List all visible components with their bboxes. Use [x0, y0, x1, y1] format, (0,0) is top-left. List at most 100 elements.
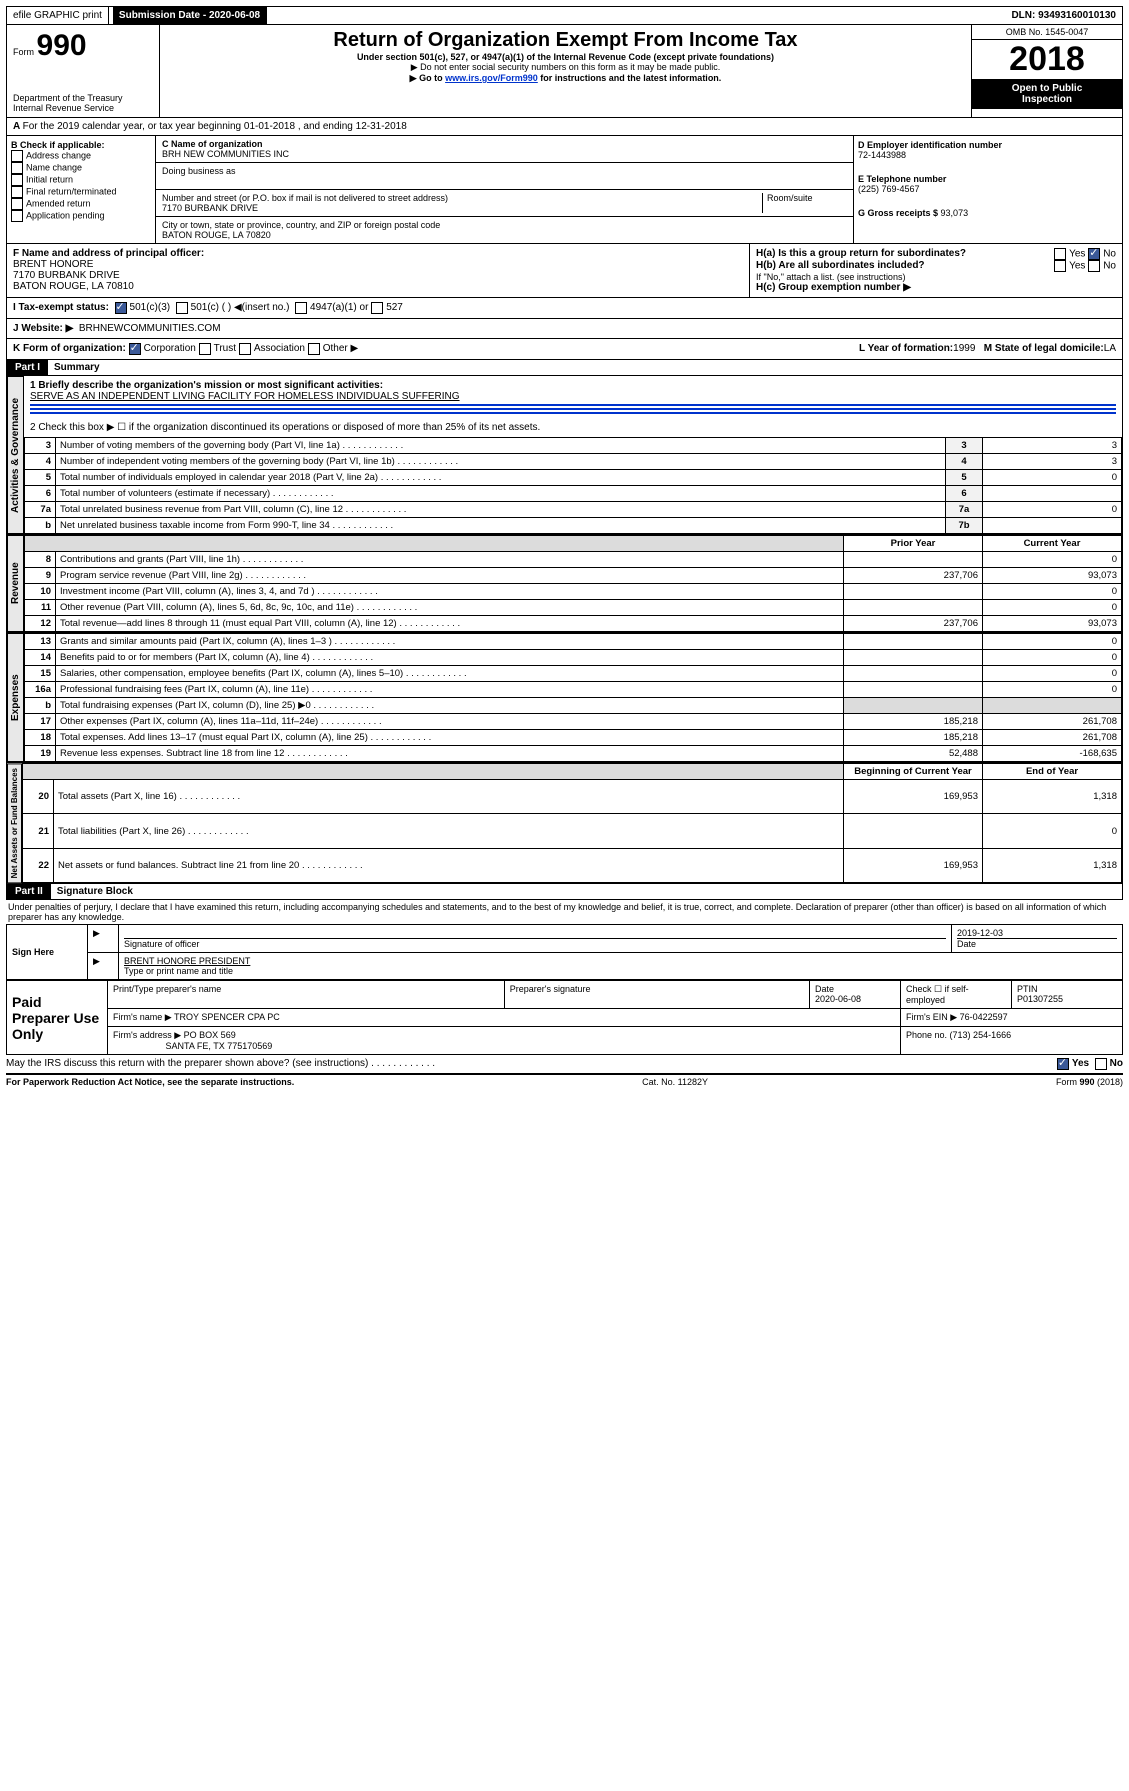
sign-date: 2019-12-03	[957, 928, 1117, 938]
officer-addr1: 7170 BURBANK DRIVE	[13, 270, 743, 281]
paid-preparer-label: Paid Preparer Use Only	[7, 981, 108, 1055]
website: BRHNEWCOMMUNITIES.COM	[79, 323, 221, 334]
note-goto: ▶ Go to www.irs.gov/Form990 for instruct…	[166, 73, 965, 84]
box-c: C Name of organization BRH NEW COMMUNITI…	[156, 136, 853, 243]
officer-name: BRENT HONORE	[13, 259, 743, 270]
box-d-e-g: D Employer identification number 72-1443…	[853, 136, 1122, 243]
section-b-c-d: B Check if applicable: Address change Na…	[6, 136, 1123, 244]
q1-text: SERVE AS AN INDEPENDENT LIVING FACILITY …	[30, 391, 1116, 402]
submission-date: Submission Date - 2020-06-08	[113, 7, 267, 24]
org-name: BRH NEW COMMUNITIES INC	[162, 149, 847, 159]
room-suite: Room/suite	[762, 193, 847, 213]
tax-year: 2018	[972, 40, 1122, 79]
table-row: 7aTotal unrelated business revenue from …	[25, 502, 1122, 518]
chk-final[interactable]: Final return/terminated	[26, 186, 117, 196]
perjury-statement: Under penalties of perjury, I declare th…	[6, 900, 1123, 924]
paid-preparer-block: Paid Preparer Use Only Print/Type prepar…	[6, 980, 1123, 1055]
firm-name: TROY SPENCER CPA PC	[174, 1012, 280, 1022]
firm-phone: (713) 254-1666	[950, 1030, 1012, 1040]
q2-text: 2 Check this box ▶ ☐ if the organization…	[30, 422, 1116, 433]
table-row: 10Investment income (Part VIII, column (…	[25, 584, 1122, 600]
section-f-h: F Name and address of principal officer:…	[6, 244, 1123, 298]
dba-label: Doing business as	[162, 166, 847, 176]
firm-addr1: PO BOX 569	[184, 1030, 236, 1040]
label-expenses: Expenses	[7, 633, 24, 762]
table-row: 13Grants and similar amounts paid (Part …	[25, 634, 1122, 650]
table-row: bTotal fundraising expenses (Part IX, co…	[25, 698, 1122, 714]
table-row: 11Other revenue (Part VIII, column (A), …	[25, 600, 1122, 616]
chk-initial[interactable]: Initial return	[26, 174, 73, 184]
line-a-period: A For the 2019 calendar year, or tax yea…	[6, 118, 1123, 136]
sig-officer-line[interactable]: Signature of officer	[124, 938, 946, 949]
ptin: P01307255	[1017, 994, 1117, 1004]
section-net-assets: Net Assets or Fund Balances Beginning of…	[6, 763, 1123, 884]
chk-501c3[interactable]	[115, 302, 127, 314]
table-row: 15Salaries, other compensation, employee…	[25, 666, 1122, 682]
officer-print-name: BRENT HONORE PRESIDENT	[124, 956, 1117, 966]
officer-addr2: BATON ROUGE, LA 70810	[13, 281, 743, 292]
label-net-assets: Net Assets or Fund Balances	[7, 763, 22, 883]
form-prefix: Form	[13, 47, 34, 57]
telephone: (225) 769-4567	[858, 184, 1118, 194]
box-k-l-m: K Form of organization: Corporation Trus…	[6, 339, 1123, 360]
chk-corp[interactable]	[129, 343, 141, 355]
table-row: 21Total liabilities (Part X, line 26)0	[23, 814, 1122, 848]
chk-name[interactable]: Name change	[26, 162, 82, 172]
table-row: 12Total revenue—add lines 8 through 11 (…	[25, 616, 1122, 632]
h-a-no[interactable]	[1088, 248, 1100, 260]
omb-number: OMB No. 1545-0047	[972, 25, 1122, 40]
efile-label: efile GRAPHIC print	[7, 7, 109, 24]
discuss-yes[interactable]	[1057, 1058, 1069, 1070]
discuss-row: May the IRS discuss this return with the…	[6, 1055, 1123, 1073]
table-row: 20Total assets (Part X, line 16)169,9531…	[23, 780, 1122, 814]
org-city: BATON ROUGE, LA 70820	[162, 230, 847, 240]
form-header: Form 990 Department of the Treasury Inte…	[6, 25, 1123, 118]
table-row: 8Contributions and grants (Part VIII, li…	[25, 552, 1122, 568]
form-number: 990	[37, 29, 87, 62]
form-title: Return of Organization Exempt From Incom…	[166, 29, 965, 52]
label-revenue: Revenue	[7, 535, 24, 632]
table-row: 19Revenue less expenses. Subtract line 1…	[25, 746, 1122, 762]
table-row: 5Total number of individuals employed in…	[25, 470, 1122, 486]
section-revenue: Revenue Prior YearCurrent Year 8Contribu…	[6, 535, 1123, 633]
box-f: F Name and address of principal officer:…	[7, 244, 750, 297]
table-expenses: 13Grants and similar amounts paid (Part …	[24, 633, 1122, 762]
irs-link[interactable]: www.irs.gov/Form990	[445, 73, 538, 83]
table-row: 17Other expenses (Part IX, column (A), l…	[25, 714, 1122, 730]
chk-amended[interactable]: Amended return	[26, 198, 91, 208]
firm-addr2: SANTA FE, TX 775170569	[166, 1041, 273, 1051]
chk-address[interactable]: Address change	[26, 150, 91, 160]
chk-pending[interactable]: Application pending	[26, 210, 105, 220]
part1-header: Part I Summary	[6, 360, 1123, 376]
box-j: J Website: ▶ BRHNEWCOMMUNITIES.COM	[6, 319, 1123, 339]
year-formation: 1999	[953, 343, 975, 355]
dept-irs: Internal Revenue Service	[13, 103, 153, 113]
table-row: 14Benefits paid to or for members (Part …	[25, 650, 1122, 666]
sign-here-label: Sign Here	[7, 925, 88, 980]
table-governance: 3Number of voting members of the governi…	[24, 437, 1122, 534]
table-row: 4Number of independent voting members of…	[25, 454, 1122, 470]
label-activities-governance: Activities & Governance	[7, 376, 24, 534]
firm-ein: 76-0422597	[960, 1012, 1008, 1022]
table-net-assets: Beginning of Current YearEnd of Year 20T…	[22, 763, 1122, 883]
dept-treasury: Department of the Treasury	[13, 93, 153, 103]
table-row: 9Program service revenue (Part VIII, lin…	[25, 568, 1122, 584]
table-row: 16aProfessional fundraising fees (Part I…	[25, 682, 1122, 698]
part1-body: Activities & Governance 1 Briefly descri…	[6, 376, 1123, 535]
discuss-no[interactable]	[1095, 1058, 1107, 1070]
state-domicile: LA	[1104, 343, 1116, 355]
preparer-date: 2020-06-08	[815, 994, 895, 1004]
table-row: 6Total number of volunteers (estimate if…	[25, 486, 1122, 502]
table-row: bNet unrelated business taxable income f…	[25, 518, 1122, 534]
chk-self-employed[interactable]: Check ☐ if self-employed	[901, 981, 1012, 1009]
open-public: Open to PublicInspection	[972, 79, 1122, 109]
box-h: H(a) Is this a group return for subordin…	[750, 244, 1122, 297]
part2-header: Part II Signature Block	[6, 884, 1123, 900]
q1-label: 1 Briefly describe the organization's mi…	[30, 380, 1116, 391]
box-b: B Check if applicable: Address change Na…	[7, 136, 156, 243]
section-expenses: Expenses 13Grants and similar amounts pa…	[6, 633, 1123, 763]
form-subtitle: Under section 501(c), 527, or 4947(a)(1)…	[166, 52, 965, 62]
table-row: 18Total expenses. Add lines 13–17 (must …	[25, 730, 1122, 746]
h-c: H(c) Group exemption number ▶	[756, 282, 1116, 293]
dln: DLN: 93493160010130	[1005, 7, 1122, 24]
